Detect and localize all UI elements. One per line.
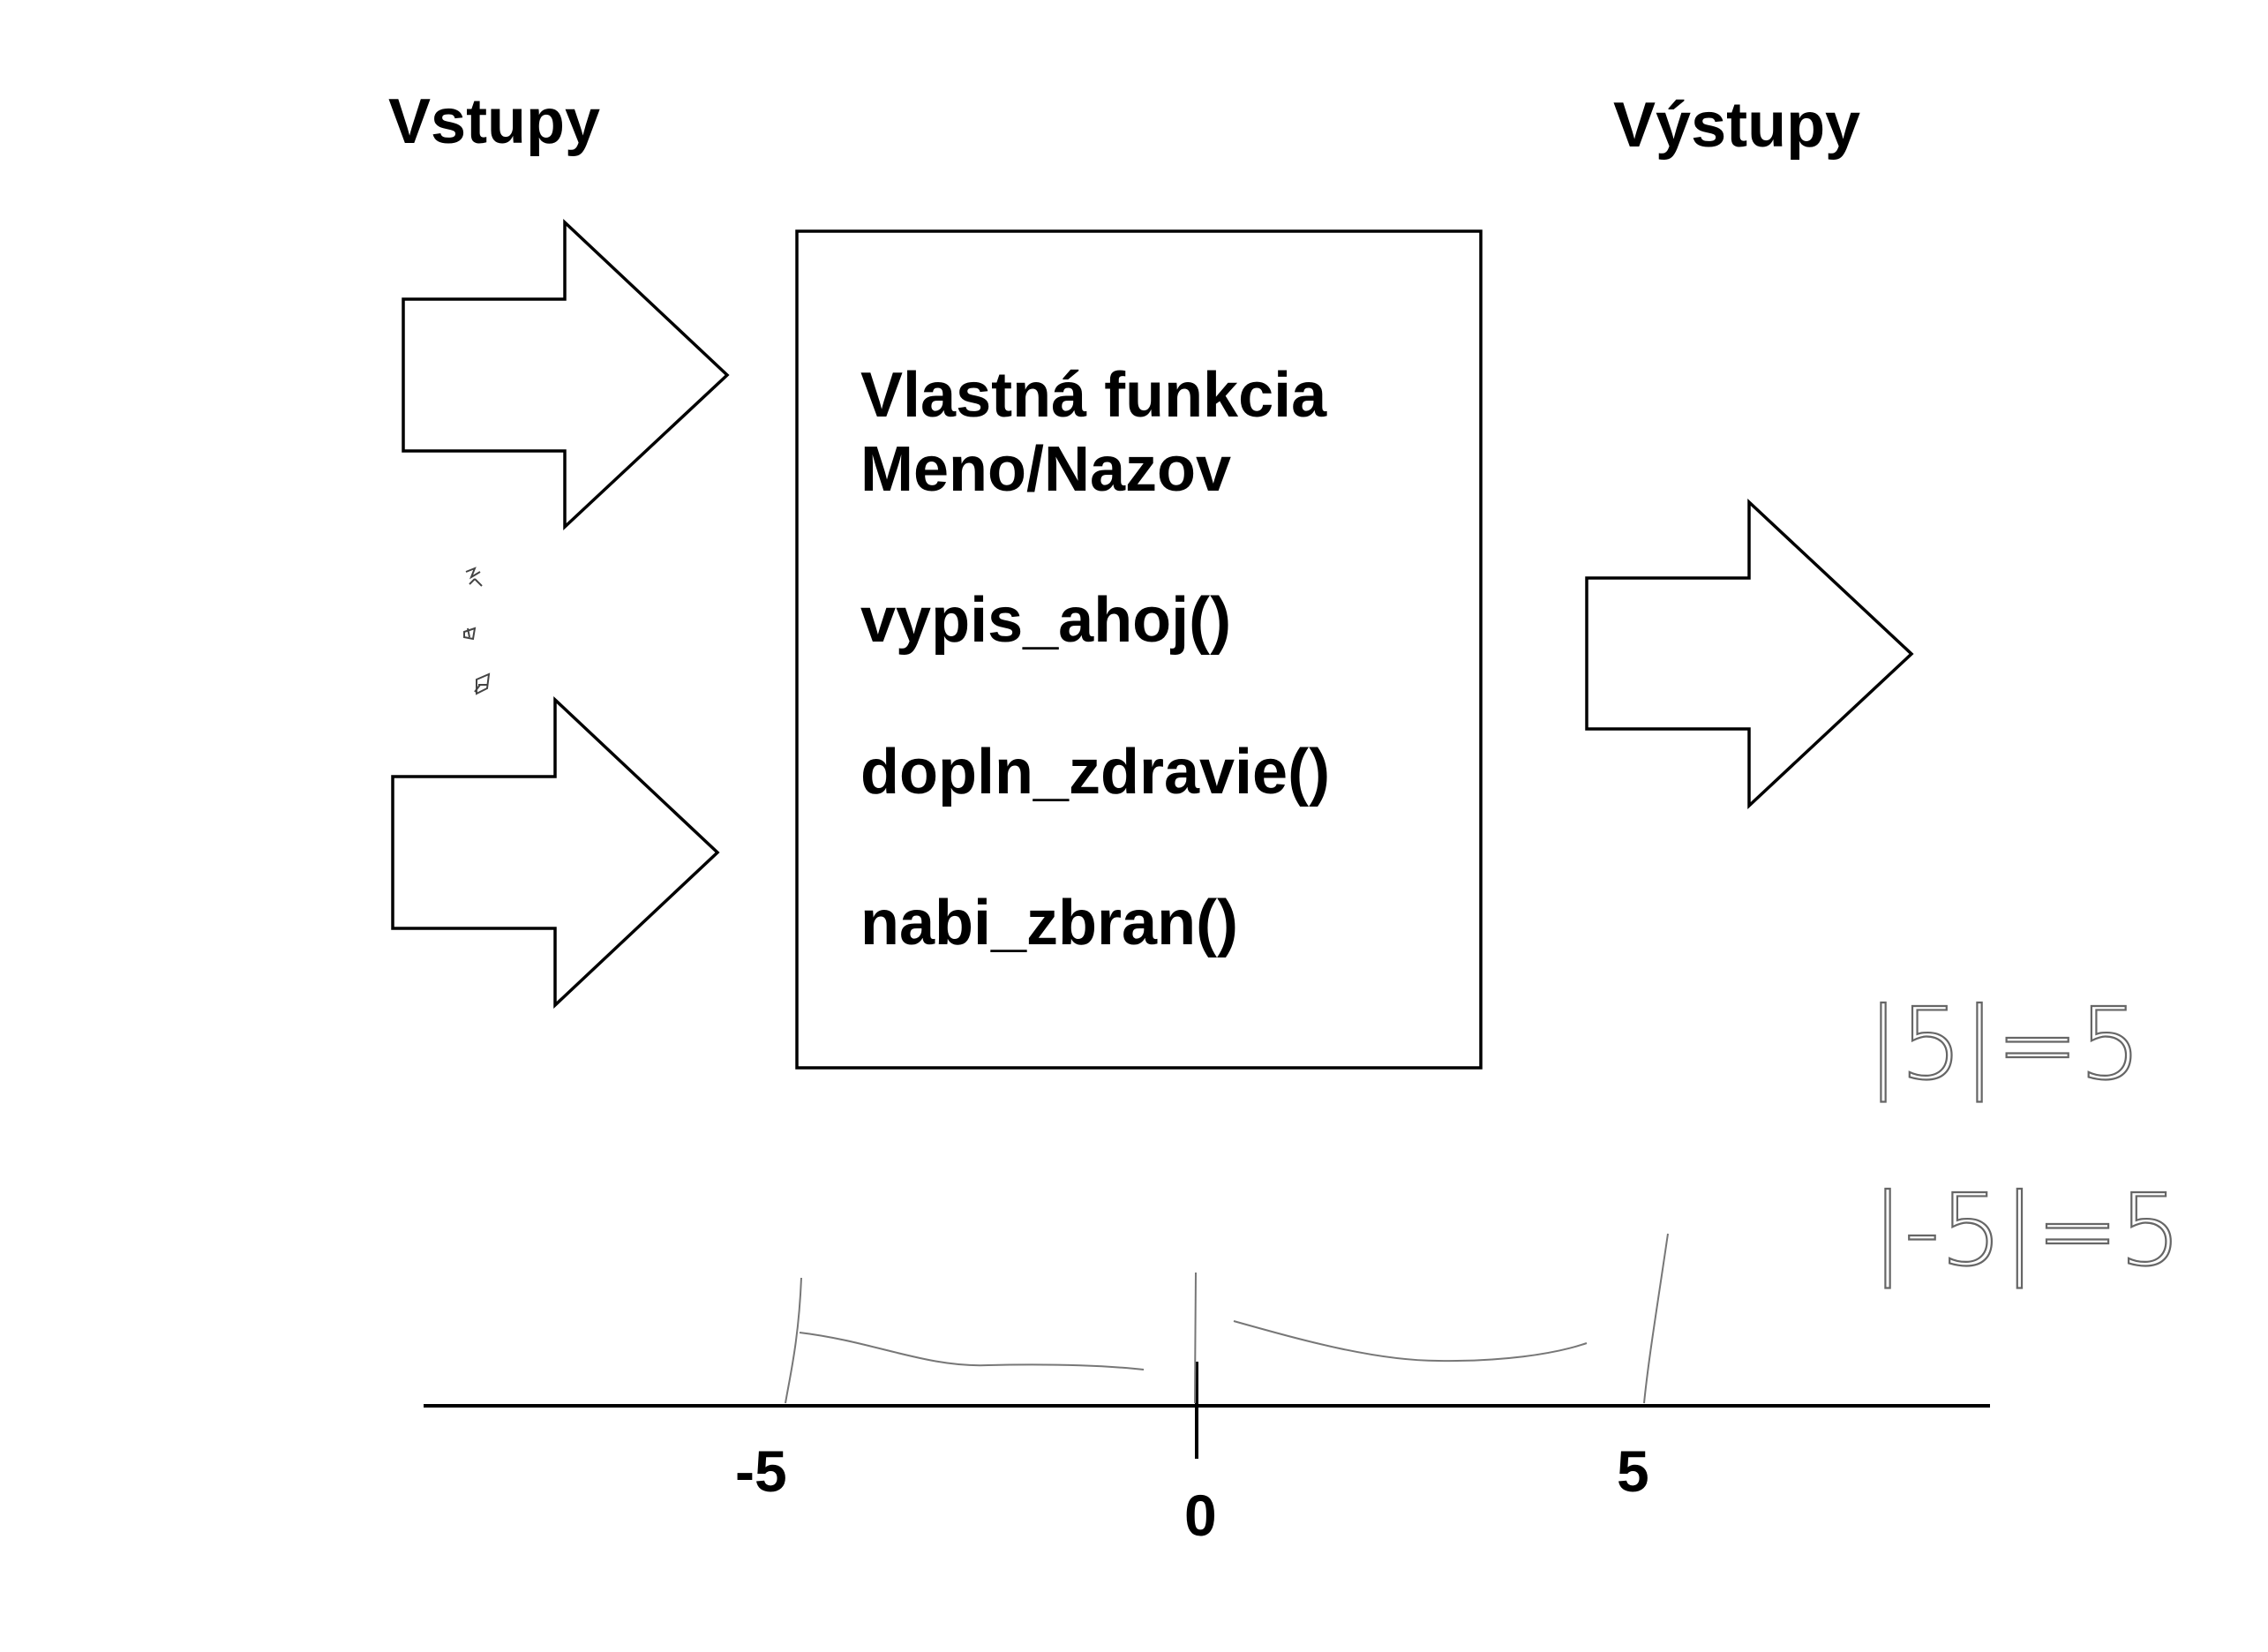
input-arrow-icon [391, 695, 720, 1010]
function-item: vypis_ahoj() [860, 585, 1231, 656]
function-box-name: Meno/Nazov [860, 434, 1231, 505]
tick-label: 0 [1184, 1483, 1217, 1548]
tick-label: -5 [735, 1438, 787, 1504]
outputs-heading: Výstupy [1613, 90, 1860, 161]
function-item: dopln_zdravie() [860, 737, 1330, 807]
ellipsis-scribble-icon [463, 567, 491, 695]
inputs-heading: Vstupy [388, 86, 600, 157]
function-item: nabi_zbran() [860, 888, 1238, 958]
tick-label: 5 [1617, 1438, 1649, 1504]
number-line [424, 1362, 1990, 1459]
handwritten-note: |-5|=5 [1871, 1174, 2182, 1288]
function-box-title: Vlastná funkcia [860, 360, 1327, 431]
handwritten-note: |5|=5 [1866, 987, 2142, 1102]
handwritten-distance-marks [785, 1233, 1669, 1404]
input-arrow-icon [402, 218, 730, 531]
function-box [795, 229, 1483, 1070]
output-arrow-icon [1585, 498, 1914, 810]
